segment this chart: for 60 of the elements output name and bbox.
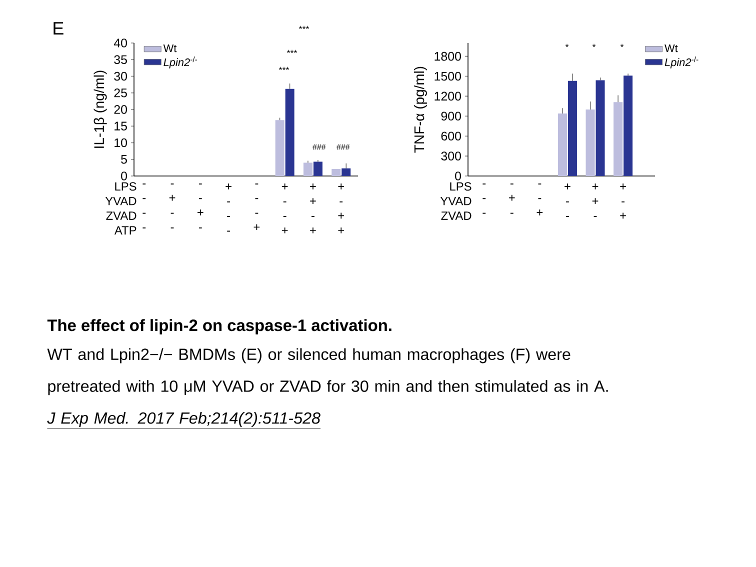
text: LPS YVAD ZVAD bbox=[440, 182, 472, 220]
y-tick-label: 1800 bbox=[434, 52, 461, 61]
annotation: * bbox=[565, 44, 569, 48]
bar bbox=[568, 80, 577, 176]
text: The effect of lipin-2 on caspase-1 activation. bbox=[47, 319, 392, 334]
bar bbox=[275, 120, 284, 176]
annotation: * bbox=[620, 44, 624, 48]
y-tick-label: 0 bbox=[121, 172, 127, 180]
y-tick-label: 900 bbox=[441, 112, 461, 121]
y-tick-label: 600 bbox=[441, 132, 461, 141]
x-tick-label: - - + bbox=[536, 184, 543, 216]
legend-label: Lpin2$^{-/-}$ bbox=[664, 56, 698, 68]
y-tick-label: 10 bbox=[114, 138, 127, 148]
x-tick-label: - + - bbox=[508, 184, 515, 214]
legend-label: Lpin2$^{-/-}$ bbox=[164, 56, 198, 68]
x-tick-label: - - - bbox=[482, 184, 486, 214]
legend-label: Wt bbox=[163, 44, 177, 52]
bar bbox=[313, 162, 322, 176]
annotation: *** bbox=[278, 66, 290, 70]
x-tick-label: + + - bbox=[592, 184, 598, 218]
annotation: * bbox=[592, 44, 596, 48]
bar bbox=[342, 168, 351, 176]
x-tick-label: - - - + bbox=[254, 184, 260, 230]
bar bbox=[614, 102, 623, 176]
legend-label: Wt bbox=[664, 44, 678, 52]
x-tick-label: + - - bbox=[564, 184, 570, 218]
text: J Exp Med. 2017 Feb;214(2):511-528 bbox=[47, 412, 320, 427]
text: E bbox=[54, 22, 64, 35]
y-axis-title: TNF-α (pg/ml) bbox=[414, 66, 427, 153]
bar bbox=[596, 80, 605, 176]
x-tick-label: + + - + bbox=[310, 184, 316, 234]
bar bbox=[303, 162, 312, 176]
y-tick-label: 1500 bbox=[434, 72, 461, 81]
bar bbox=[285, 88, 294, 176]
x-tick-label: + - + + bbox=[338, 184, 344, 234]
bar bbox=[624, 76, 633, 176]
y-tick-label: 35 bbox=[114, 55, 127, 64]
y-tick-label: 25 bbox=[114, 88, 127, 98]
x-tick-label: + - - + bbox=[282, 184, 288, 234]
y-tick-label: 300 bbox=[441, 152, 461, 160]
y-tick-label: 30 bbox=[114, 72, 127, 81]
text: LPS YVAD ZVAD ATP bbox=[105, 182, 136, 234]
text: WT and Lpin2−/− BMDMs (E) or silenced human macrophages (F) were pretreated with 10 μM YVAD or ZVAD for 30 min and then stimulated as in A. bbox=[47, 348, 608, 396]
bar bbox=[586, 109, 595, 176]
y-tick-label: 15 bbox=[114, 122, 127, 130]
x-tick-label: - + - - bbox=[169, 184, 176, 228]
bar bbox=[558, 113, 567, 176]
x-tick-label: + - + bbox=[620, 184, 626, 219]
y-tick-label: 20 bbox=[114, 105, 127, 114]
y-tick-label: 5 bbox=[121, 155, 127, 164]
y-tick-label: 0 bbox=[455, 172, 461, 180]
x-tick-label: - - + - bbox=[198, 184, 204, 228]
y-axis-title: IL-1β (ng/ml) bbox=[94, 70, 107, 148]
y-tick-label: 40 bbox=[114, 38, 127, 48]
x-tick-label: - - - - bbox=[142, 184, 146, 228]
x-tick-label: + - - - bbox=[226, 184, 232, 232]
annotation: *** bbox=[286, 50, 298, 54]
y-tick-label: 1200 bbox=[434, 92, 461, 101]
bar bbox=[332, 169, 341, 176]
text: *** bbox=[298, 26, 310, 30]
